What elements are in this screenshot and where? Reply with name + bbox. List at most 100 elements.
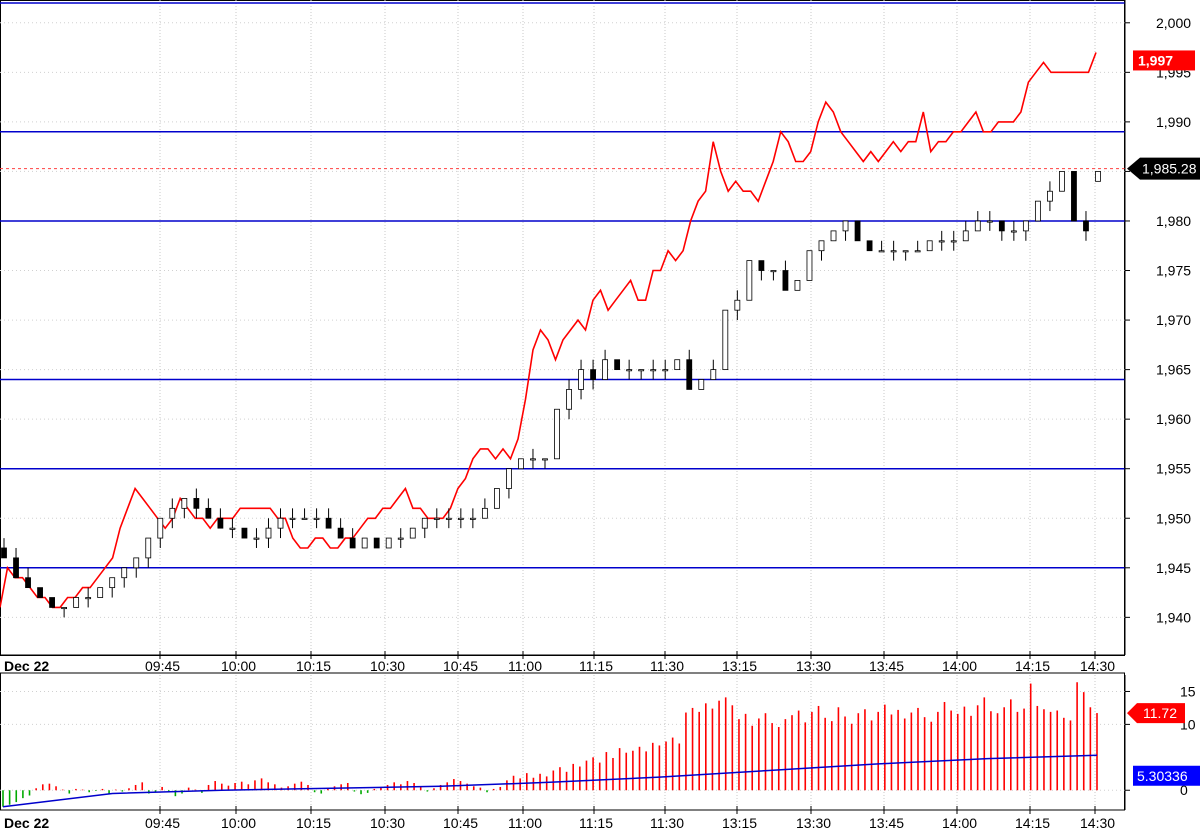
- candle-body: [25, 577, 31, 589]
- candle-body: [1071, 171, 1077, 222]
- indicator-x-tick-label: 10:45: [443, 815, 478, 831]
- price-x-tick-label: 14:00: [942, 658, 977, 674]
- candle-body: [133, 557, 140, 569]
- candle-body: [830, 230, 837, 242]
- candle-body: [397, 537, 404, 540]
- candle-body: [746, 260, 753, 301]
- candle-body: [758, 260, 765, 271]
- price-x-tick-label: 13:45: [869, 658, 904, 674]
- candle-body: [518, 458, 524, 470]
- price-x-tick-label: 11:30: [650, 658, 684, 674]
- candle-body: [782, 270, 789, 291]
- price-grid: [0, 0, 1125, 656]
- price-tick-label: 2,000: [1156, 15, 1191, 31]
- candle-body: [890, 250, 897, 253]
- price-x-tick-label: 14:15: [1015, 658, 1050, 674]
- candle-body: [614, 359, 621, 371]
- price-x-tick-label: 13:30: [796, 658, 831, 674]
- candle-body: [253, 537, 260, 540]
- price-x-axis: Dec 22 09:45 10:00 10:15 10:30 10:45 11:00 11:1…: [0, 651, 1125, 674]
- candle-body: [193, 498, 200, 509]
- candle-last-price-label: 1,985.28: [1142, 161, 1197, 177]
- candle-body: [650, 369, 657, 372]
- price-tick-label: 1,975: [1156, 263, 1191, 279]
- indicator-x-tick-label: 13:30: [796, 815, 831, 831]
- indicator-x-tick-label: 10:15: [296, 815, 331, 831]
- candle-body: [1010, 230, 1017, 233]
- price-tick-label: 1,960: [1156, 411, 1191, 427]
- average-last-value-badge: [1133, 765, 1200, 786]
- candle-body: [313, 517, 320, 520]
- candle-body: [926, 240, 933, 252]
- candle-body: [986, 220, 993, 223]
- candle-body: [325, 517, 332, 529]
- candle-body: [674, 359, 681, 371]
- indicator-average-line: [2, 754, 1098, 808]
- price-tick-label: 1,940: [1156, 609, 1191, 625]
- candle-body: [950, 240, 957, 243]
- price-x-tick-label: 13:15: [722, 658, 757, 674]
- candle-body: [337, 527, 344, 539]
- candle-body: [626, 369, 633, 372]
- line-last-price-label: 1,997: [1138, 52, 1173, 68]
- price-x-tick-label: 14:30: [1080, 658, 1115, 674]
- candle-body: [37, 587, 43, 598]
- candle-body: [914, 250, 921, 253]
- price-x-tick-label: 10:00: [221, 658, 256, 674]
- price-tick-label: 1,945: [1156, 560, 1191, 576]
- indicator-x-tick-label: 09:45: [145, 815, 180, 831]
- candle-body: [265, 527, 272, 539]
- candle-body: [433, 517, 440, 520]
- candle-body: [145, 537, 152, 559]
- candle-body: [878, 250, 885, 253]
- indicator-last-value-badge: [1127, 703, 1185, 724]
- candle-body: [13, 557, 19, 579]
- price-tick-label: 1,970: [1156, 312, 1191, 328]
- candle-body: [1034, 200, 1041, 222]
- candle-body: [61, 607, 68, 610]
- indicator-x-axis: Dec 22 09:45 10:00 10:15 10:30 10:45 11:00 11:1…: [0, 806, 1125, 831]
- price-tick-label: 1,990: [1156, 114, 1191, 130]
- candle-body: [554, 408, 560, 460]
- candle-body: [938, 240, 945, 243]
- candle-body: [1047, 190, 1053, 202]
- horizontal-levels: [0, 2, 1125, 569]
- candle-body: [301, 517, 308, 520]
- price-date-label: Dec 22: [4, 658, 49, 674]
- indicator-x-tick-label: 10:00: [221, 815, 256, 831]
- price-x-tick-label: 09:45: [145, 658, 180, 674]
- candle-body: [49, 597, 55, 608]
- candle-body: [494, 488, 500, 509]
- candle-last-price-badge: [1127, 157, 1200, 180]
- indicator-last-value-label: 11.72: [1143, 705, 1177, 721]
- candle-body: [181, 498, 188, 509]
- candle-body: [349, 537, 356, 549]
- price-tick-label: 1,965: [1156, 362, 1191, 378]
- candle-body: [506, 468, 512, 489]
- indicator-average: [2, 754, 1098, 808]
- indicator-x-tick-label: 14:15: [1015, 815, 1050, 831]
- price-x-tick-label: 10:30: [370, 658, 405, 674]
- indicator-panel-frame: [0, 672, 1125, 811]
- candle-body: [1059, 171, 1065, 192]
- indicator-grid: [0, 672, 1125, 811]
- candle-body: [770, 270, 777, 273]
- candle-body: [85, 597, 92, 600]
- indicator-bars: [2, 682, 1098, 807]
- candle-body: [169, 507, 176, 519]
- candle-body: [530, 458, 536, 461]
- candle-series: [1, 171, 1101, 618]
- candle-body: [217, 517, 224, 529]
- candle-body: [289, 517, 296, 520]
- indicator-x-tick-label: 13:45: [869, 815, 904, 831]
- price-x-tick-label: 10:45: [443, 658, 478, 674]
- candle-body: [866, 240, 873, 252]
- candle-body: [602, 359, 608, 380]
- candle-body: [806, 250, 813, 281]
- price-x-tick-label: 11:00: [508, 658, 542, 674]
- candle-body: [229, 527, 236, 530]
- candle-body: [457, 517, 464, 520]
